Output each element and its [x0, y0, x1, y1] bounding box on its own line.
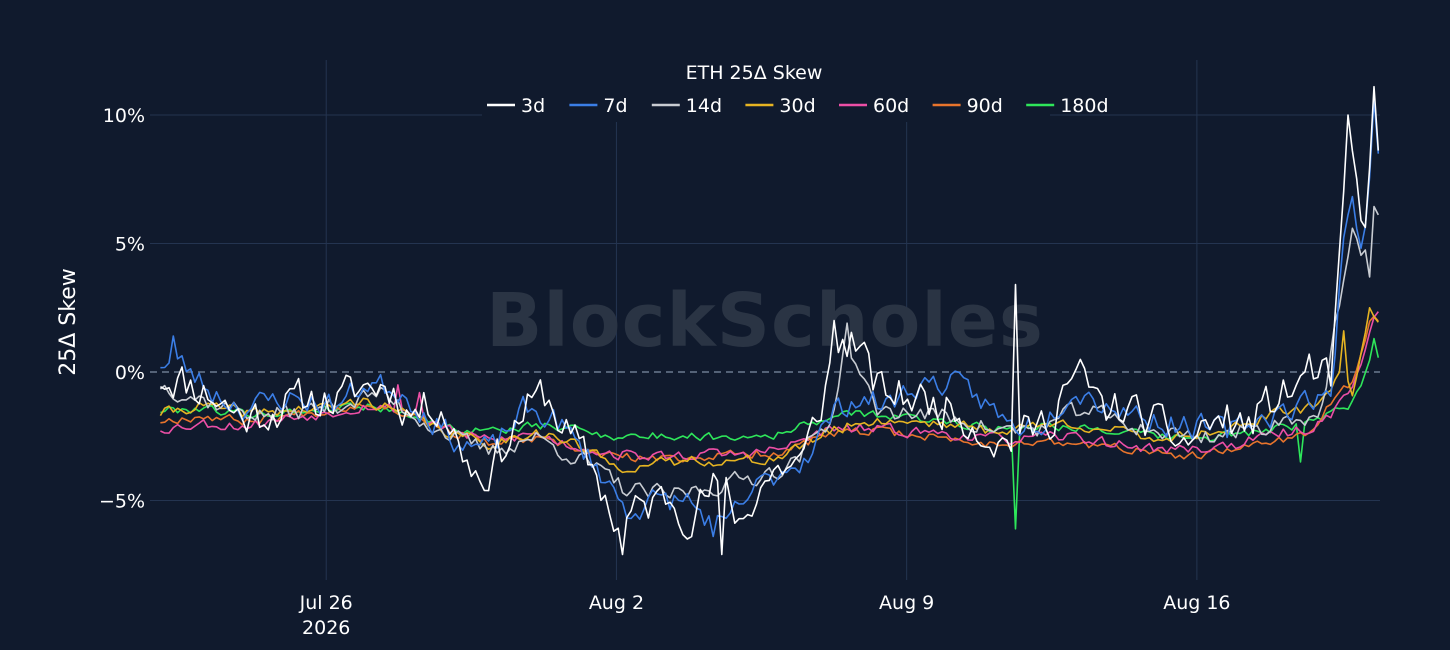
y-tick-label: 10%: [103, 105, 145, 127]
legend: ETH 25Δ Skew 3d 7d 14d 30d 60d 90d 180d: [482, 58, 1109, 122]
series-line-7d: [160, 98, 1380, 538]
series-lines: [159, 85, 1380, 556]
legend-item-3d[interactable]: 3d: [487, 95, 545, 117]
legend-label: 14d: [686, 95, 722, 117]
legend-item-30d[interactable]: 30d: [745, 95, 816, 117]
legend-items: 3d 7d 14d 30d 60d 90d 180d: [487, 95, 1109, 117]
legend-label: 60d: [873, 95, 909, 117]
x-tick-label: Aug 16: [1163, 592, 1230, 614]
series-line-30d: [159, 306, 1379, 474]
x-tick-label: Aug 2: [589, 592, 644, 614]
x-axis-ticks: Jul 26 2026 Aug 2 Aug 9 Aug 16: [299, 592, 1231, 639]
legend-item-7d[interactable]: 7d: [569, 95, 628, 117]
y-axis-ticks: 10% 5% 0% −5%: [99, 105, 145, 513]
series-line-3d: [159, 85, 1380, 556]
grid-lines: [150, 60, 1380, 580]
legend-label: 3d: [521, 95, 545, 117]
legend-item-14d[interactable]: 14d: [651, 95, 722, 117]
legend-item-180d[interactable]: 180d: [1026, 95, 1109, 117]
legend-background: [482, 58, 1050, 122]
x-tick-label: Aug 9: [879, 592, 934, 614]
legend-item-90d[interactable]: 90d: [932, 95, 1003, 117]
legend-title: ETH 25Δ Skew: [686, 62, 823, 84]
legend-label: 7d: [603, 95, 627, 117]
y-tick-label: −5%: [99, 491, 145, 513]
legend-label: 30d: [779, 95, 815, 117]
y-tick-label: 5%: [115, 234, 145, 256]
y-tick-label: 0%: [115, 362, 145, 384]
y-axis-label: 25Δ Skew: [56, 268, 81, 376]
series-line-60d: [160, 311, 1379, 461]
legend-item-60d[interactable]: 60d: [839, 95, 909, 117]
legend-label: 180d: [1060, 95, 1108, 117]
series-line-180d: [160, 337, 1380, 530]
legend-label: 90d: [967, 95, 1003, 117]
series-line-14d: [159, 205, 1380, 499]
x-tick-sublabel: 2026: [302, 617, 350, 639]
x-tick-label: Jul 26: [299, 592, 353, 614]
watermark: BlockScholes: [486, 278, 1044, 364]
